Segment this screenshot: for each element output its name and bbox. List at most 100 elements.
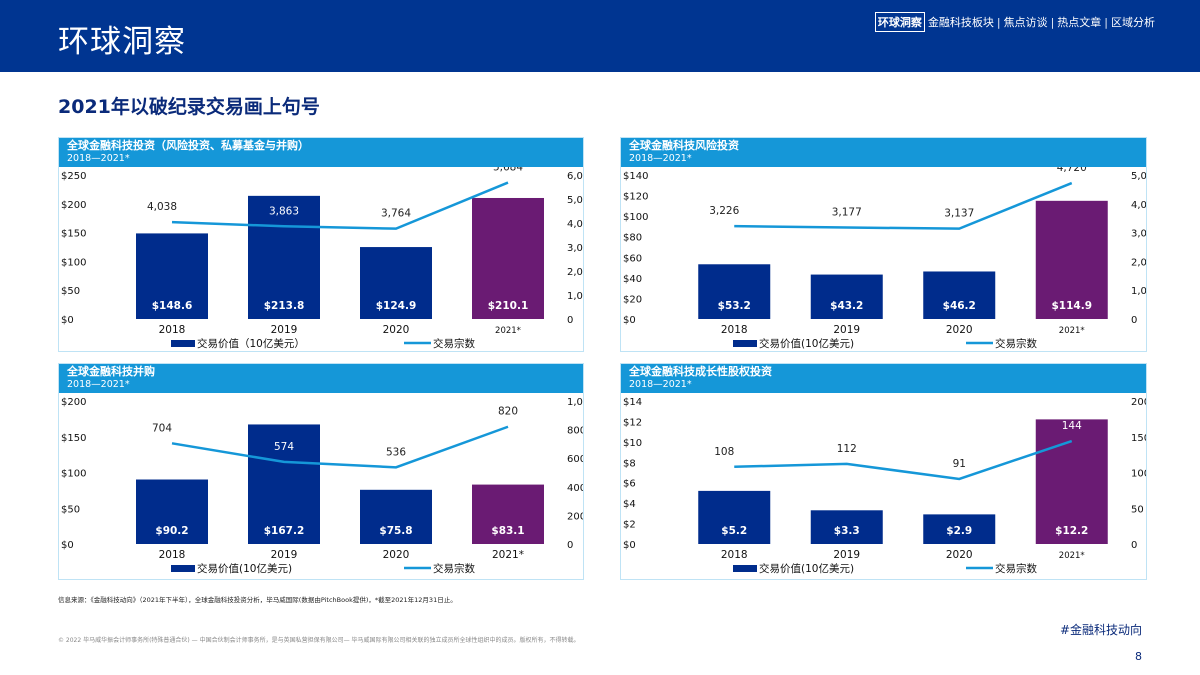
bar-value-label: $210.1 xyxy=(488,300,529,312)
line-value-label: 536 xyxy=(386,446,406,458)
left-axis-tick: $100 xyxy=(61,257,86,268)
chart-title: 全球金融科技投资（风险投资、私募基金与并购） xyxy=(67,139,309,152)
chart-venture-capital: $0 $20 $40 $60 $80 $100 $120 $140 0 1,000 2,000 3,0… xyxy=(623,162,1160,350)
chart-subtitle: 2018—2021* xyxy=(629,153,692,164)
left-axis-tick: $8 xyxy=(623,458,636,469)
chart-subtitle: 2018—2021* xyxy=(67,379,130,390)
legend-line-label: 交易宗数 xyxy=(995,337,1037,350)
right-axis-tick: 100 xyxy=(1131,469,1146,480)
nav-separator: | xyxy=(1104,15,1108,29)
page-number: 8 xyxy=(1135,650,1142,663)
bar xyxy=(810,274,883,319)
category-label: 2019 xyxy=(833,324,860,336)
right-axis-tick: 1,000 xyxy=(1131,286,1146,297)
category-label: 2020 xyxy=(946,324,973,336)
legend-bar-swatch xyxy=(171,565,195,572)
section-nav: 环球洞察 金融科技板块 | 焦点访谈 | 热点文章 | 区域分析 xyxy=(874,12,1155,32)
category-label: 2021* xyxy=(1059,326,1085,336)
chart-title: 全球金融科技成长性股权投资 xyxy=(629,365,772,378)
line-value-label: 574 xyxy=(274,441,294,453)
bar xyxy=(698,264,771,319)
line-value-label: 4,038 xyxy=(147,201,177,213)
chart-panel-venture-capital: 全球金融科技风险投资 2018—2021* $0 $20 $40 $60 $80 $100… xyxy=(620,137,1160,352)
right-axis-tick: 0 xyxy=(567,315,573,326)
line-value-label: 91 xyxy=(953,458,966,470)
bar-value-label: $75.8 xyxy=(379,525,412,537)
left-axis-tick: $100 xyxy=(623,212,648,223)
bar xyxy=(360,247,432,319)
bar-value-label: $5.2 xyxy=(721,525,747,537)
bar-value-label: $167.2 xyxy=(264,525,305,537)
left-axis-tick: $0 xyxy=(61,315,74,326)
category-label: 2020 xyxy=(383,324,410,336)
bar xyxy=(923,271,996,319)
panel-header: 全球金融科技风险投资 2018—2021* xyxy=(621,138,1146,167)
bar-value-label: $3.3 xyxy=(834,525,860,537)
bar-value-label: $124.9 xyxy=(376,300,417,312)
bar xyxy=(472,484,544,544)
left-axis-tick: $40 xyxy=(623,274,642,285)
left-axis-tick: $0 xyxy=(61,540,74,551)
legend-line-label: 交易宗数 xyxy=(433,337,475,350)
nav-separator: | xyxy=(996,15,1001,29)
legend-line-label: 交易宗数 xyxy=(995,562,1037,575)
right-axis-tick: 200 xyxy=(1131,397,1146,408)
brand-title: 环球洞察 xyxy=(58,24,186,60)
left-axis-tick: $250 xyxy=(61,171,86,182)
left-axis-tick: $14 xyxy=(623,397,642,408)
chart-title: 全球金融科技风险投资 xyxy=(629,139,739,152)
right-axis-tick: 1,000 xyxy=(567,291,583,302)
line-value-label: 3,226 xyxy=(709,205,739,217)
left-axis-tick: $0 xyxy=(623,315,636,326)
category-label: 2021* xyxy=(1059,551,1085,561)
bar xyxy=(248,195,320,319)
left-axis-tick: $80 xyxy=(623,233,642,244)
line-value-label: 112 xyxy=(837,443,857,455)
category-label: 2018 xyxy=(159,324,186,336)
left-axis-tick: $12 xyxy=(623,417,642,428)
legend-bar-label: 交易价值(10亿美元) xyxy=(197,562,292,575)
right-axis-tick: 600 xyxy=(567,454,583,465)
nav-item-fintech[interactable]: 金融科技板块 xyxy=(927,16,994,29)
hashtag-link[interactable]: #金融科技动向 xyxy=(1059,623,1142,637)
nav-item-interviews[interactable]: 焦点访谈 xyxy=(1003,16,1048,29)
line-value-label: 144 xyxy=(1062,420,1082,432)
nav-item-global-insight[interactable]: 环球洞察 xyxy=(874,12,925,32)
source-note: 信息来源：《金融科技动向》（2021年下半年），全球金融科技投资分析，毕马威国际… xyxy=(58,596,457,604)
right-axis-tick: 3,000 xyxy=(1131,229,1146,240)
chart-subtitle: 2018—2021* xyxy=(629,379,692,390)
left-axis-tick: $2 xyxy=(623,520,636,531)
left-axis-tick: $6 xyxy=(623,479,636,490)
chart-growth-equity: $0 $2 $4 $6 $8 $10 $12 $14 0 50 100 150 200 $5.2 2018 $… xyxy=(623,397,1150,575)
bar xyxy=(810,510,883,544)
legend-bar-label: 交易价值(10亿美元) xyxy=(759,337,854,350)
line-series xyxy=(171,425,509,469)
nav-item-articles[interactable]: 热点文章 xyxy=(1057,16,1102,29)
line-series xyxy=(171,181,509,230)
left-axis-tick: $60 xyxy=(623,253,642,264)
nav-separator: | xyxy=(1050,15,1055,29)
header-bar: 环球洞察 环球洞察 金融科技板块 | 焦点访谈 | 热点文章 | 区域分析 xyxy=(0,0,1200,72)
left-axis-tick: $200 xyxy=(61,397,86,408)
category-label: 2021* xyxy=(492,549,524,561)
left-axis-tick: $0 xyxy=(623,540,636,551)
chart-panel-total-investment: 全球金融科技投资（风险投资、私募基金与并购） 2018—2021* $0 $50 $… xyxy=(58,137,596,352)
copyright-note: © 2022 毕马威华振会计师事务所(特殊普通合伙) — 中国合伙制会计师事务所… xyxy=(58,637,580,644)
line-series xyxy=(734,181,1073,230)
bar xyxy=(698,490,771,544)
bar-value-label: $53.2 xyxy=(718,300,751,312)
chart-panel-growth-equity: 全球金融科技成长性股权投资 2018—2021* $0 $2 $4 $6 $8 $10 $1… xyxy=(620,363,1150,580)
nav-item-regional[interactable]: 区域分析 xyxy=(1111,16,1155,29)
bar xyxy=(136,233,208,319)
bar-value-label: $148.6 xyxy=(152,300,193,312)
bar-value-label: $46.2 xyxy=(943,300,976,312)
bar xyxy=(248,424,320,544)
left-axis-tick: $4 xyxy=(623,499,636,510)
right-axis-tick: 5,000 xyxy=(1131,171,1146,182)
left-axis-tick: $150 xyxy=(61,229,86,240)
bar xyxy=(136,479,208,544)
panel-header: 全球金融科技成长性股权投资 2018—2021* xyxy=(621,364,1146,393)
left-axis-tick: $50 xyxy=(61,504,80,515)
category-label: 2019 xyxy=(271,324,298,336)
bar xyxy=(360,489,432,544)
